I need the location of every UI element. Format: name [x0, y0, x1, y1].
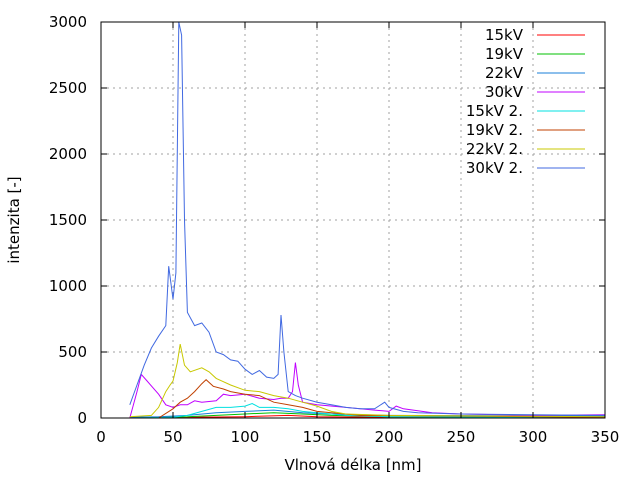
axis-ticks: 0 50 100 150 200 250 300 350 0 500 1000 1500 2000 250… — [49, 13, 620, 446]
x-tick-label: 350 — [591, 428, 620, 446]
x-tick-label: 200 — [375, 428, 404, 446]
legend-label: 15kV 2. — [466, 102, 523, 120]
y-tick-label: 2000 — [49, 145, 87, 163]
grid — [101, 22, 605, 418]
y-tick-label: 500 — [58, 343, 87, 361]
y-tick-label: 2500 — [49, 79, 87, 97]
legend-label: 30kV — [485, 83, 524, 101]
y-tick-label: 1000 — [49, 277, 87, 295]
x-tick-label: 100 — [231, 428, 260, 446]
legend-label: 30kV 2. — [466, 159, 523, 177]
series-line-19kv-2- — [129, 379, 605, 418]
x-tick-label: 0 — [96, 428, 106, 446]
series-line-22kv-2- — [129, 344, 605, 418]
legend-label: 22kV — [485, 64, 524, 82]
legend-label: 15kV — [485, 26, 524, 44]
y-axis-label: intenzita [-] — [5, 176, 23, 263]
y-tick-label: 1500 — [49, 211, 87, 229]
x-tick-label: 50 — [163, 428, 182, 446]
y-tick-label: 0 — [77, 409, 87, 427]
series-line-30kv-2- — [129, 22, 605, 416]
x-tick-label: 300 — [519, 428, 548, 446]
x-axis-label: Vlnová délka [nm] — [284, 456, 421, 474]
y-tick-label: 3000 — [49, 13, 87, 31]
x-tick-label: 150 — [303, 428, 332, 446]
series-line-30kv — [129, 362, 605, 418]
legend-label: 19kV — [485, 45, 524, 63]
x-tick-label: 250 — [447, 428, 476, 446]
legend-label: 19kV 2. — [466, 121, 523, 139]
series-line-15kv-2- — [129, 402, 605, 418]
legend-label: 22kV 2. — [466, 140, 523, 158]
